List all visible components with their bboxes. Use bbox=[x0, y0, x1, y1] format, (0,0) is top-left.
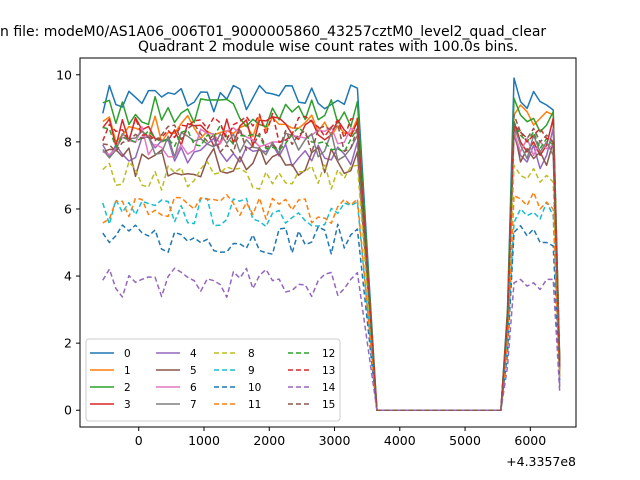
x-offset-label: +4.3357e8 bbox=[506, 454, 576, 469]
legend-label-11: 11 bbox=[248, 399, 261, 411]
series-line-11 bbox=[102, 191, 561, 411]
x-axis: 0 1000 2000 3000 4000 5000 6000 bbox=[135, 427, 546, 448]
legend-label-2: 2 bbox=[124, 382, 131, 394]
x-tick-label: 6000 bbox=[514, 433, 546, 448]
x-tick-label: 4000 bbox=[384, 433, 416, 448]
legend-label-3: 3 bbox=[124, 399, 131, 411]
x-tick-label: 2000 bbox=[253, 433, 285, 448]
series-layer bbox=[102, 77, 561, 411]
x-tick-label: 1000 bbox=[188, 433, 220, 448]
legend-label-0: 0 bbox=[124, 348, 131, 360]
legend-label-13: 13 bbox=[322, 365, 335, 377]
x-tick-label: 5000 bbox=[449, 433, 481, 448]
figure-suptitle: n file: modeM0/AS1A06_006T01_9000005860_… bbox=[0, 24, 546, 40]
y-tick-label: 4 bbox=[64, 269, 72, 284]
legend-label-9: 9 bbox=[248, 365, 255, 377]
legend-label-7: 7 bbox=[190, 399, 197, 411]
x-tick-label: 0 bbox=[135, 433, 143, 448]
y-tick-label: 8 bbox=[64, 134, 72, 149]
legend-box bbox=[85, 338, 341, 422]
legend-label-4: 4 bbox=[190, 348, 197, 360]
legend-label-10: 10 bbox=[248, 382, 261, 394]
y-tick-label: 10 bbox=[56, 67, 72, 82]
legend-label-1: 1 bbox=[124, 365, 131, 377]
legend-label-14: 14 bbox=[322, 382, 336, 394]
legend-label-15: 15 bbox=[322, 399, 335, 411]
legend-label-5: 5 bbox=[190, 365, 197, 377]
y-tick-label: 2 bbox=[64, 336, 72, 351]
legend-label-12: 12 bbox=[322, 348, 335, 360]
legend-label-8: 8 bbox=[248, 348, 255, 360]
series-line-10 bbox=[102, 223, 561, 411]
y-tick-label: 6 bbox=[64, 201, 72, 216]
chart-title: Quadrant 2 module wise count rates with … bbox=[138, 39, 518, 55]
legend-label-6: 6 bbox=[190, 382, 197, 394]
axes-frame bbox=[79, 57, 577, 428]
x-tick-label: 3000 bbox=[319, 433, 351, 448]
y-axis: 0 2 4 6 8 10 bbox=[56, 67, 80, 418]
y-tick-label: 0 bbox=[64, 403, 72, 418]
series-line-15 bbox=[102, 114, 561, 411]
